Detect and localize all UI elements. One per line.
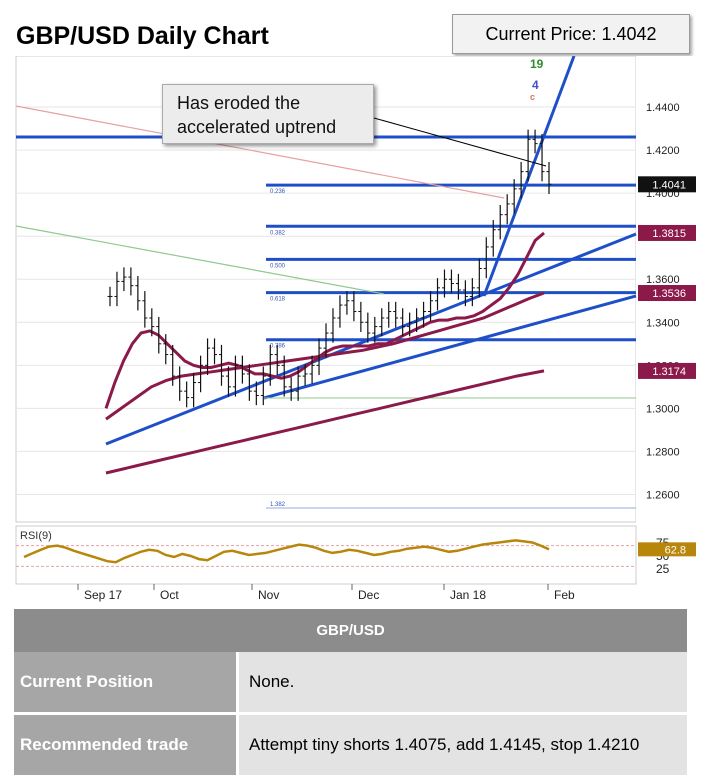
wave-label: 4 [532,78,539,92]
price-tag [638,285,696,302]
moving-average-line [105,369,545,475]
annotation-callout: Has eroded the accelerated uptrend [162,84,374,144]
callout-pointer-line [373,117,547,167]
resistance-line [15,105,505,199]
price-axis-panel [636,56,698,576]
price-tag [638,362,696,379]
moving-averages [104,231,545,475]
y-tick-label: 1.3000 [646,403,680,415]
fib-label: 0.382 [270,230,286,236]
fib-label: 0.618 [270,297,286,303]
row-label: Recommended trade [14,715,236,775]
row-value: Attempt tiny shorts 1.4075, add 1.4145, … [239,715,687,775]
row-label: Current Position [14,652,236,712]
fib-label: 0.786 [270,344,286,350]
price-bars [107,129,552,408]
table-row: Current Position None. [14,652,687,712]
x-tick-label: Sep 17 [84,588,122,602]
rsi-tag [638,542,696,557]
x-tick-label: Dec [358,588,379,602]
chart-title: GBP/USD Daily Chart [16,22,269,50]
fib-label: 1.382 [270,502,286,508]
x-tick-label: Jan 18 [450,588,486,602]
y-tick-label: 1.2600 [646,489,680,501]
current-price-box: Current Price: 1.4042 [452,14,690,54]
table-header: GBP/USD [14,609,687,652]
support-line [15,225,385,295]
x-tick-label: Nov [258,588,279,602]
price-tag-label: 1.4041 [652,179,686,191]
rsi-line [23,539,550,564]
rsi-panel [15,525,637,585]
wave-labels: 19 4c [530,57,544,102]
price-tag [638,176,696,193]
moving-average-line [105,291,545,421]
y-tick-label: 1.3400 [646,317,680,329]
trend-line [482,56,576,297]
fibonacci-labels: 0.236 0.382 0.500 0.618 0.786 1.382 [270,189,286,508]
price-tag-label: 1.3536 [652,288,686,300]
y-gridlines [16,106,636,495]
moving-average-line [104,231,545,409]
price-tag [638,224,696,241]
price-tag-label: 1.3815 [652,228,686,240]
price-tags: 1.4041 1.3815 1.3536 1.3174 [638,176,696,379]
wave-label: 19 [530,57,544,71]
rsi-tick-label: 25 [656,562,670,576]
wave-label: c [530,92,535,102]
trend-lines [15,56,637,446]
row-value: None. [239,652,687,712]
y-tick-label: 1.2800 [646,446,680,458]
fib-label: 0.236 [270,189,286,195]
x-tick-label: Feb [554,588,575,602]
trade-table: GBP/USD Current Position None. Recommend… [14,609,687,775]
trend-line [105,232,637,446]
callout-line-1: Has eroded the [177,93,301,113]
trend-line [263,294,637,400]
y-tick-label: 1.4200 [646,145,680,157]
table-row: Recommended trade Attempt tiny shorts 1.… [14,715,687,775]
price-tag-label: 1.3174 [652,366,686,378]
fib-label: 0.500 [270,263,286,269]
x-tick-label: Oct [160,588,179,602]
rsi-tag-label: 62.8 [665,544,686,556]
rsi-label: RSI(9) [20,530,52,542]
rsi-indicator: 75502562.8 [16,536,696,576]
y-tick-label: 1.4400 [646,102,680,114]
x-tick-labels: Sep 17 Oct Nov Dec Jan 18 Feb [77,584,575,602]
y-tick-label: 1.3600 [646,274,680,286]
callout-line-2: accelerated uptrend [177,117,337,137]
